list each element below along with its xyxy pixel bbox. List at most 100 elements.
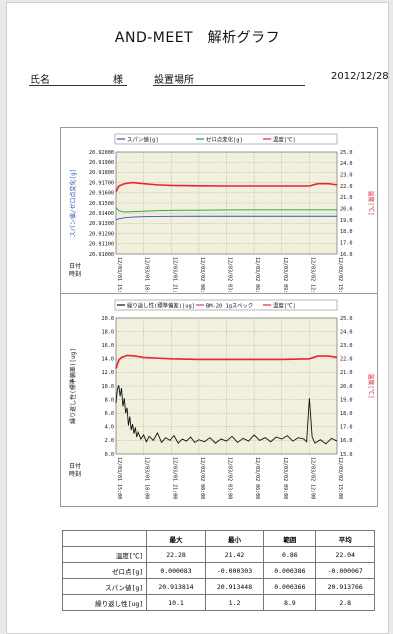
x-tick-label: 12/03/01 18:00 [144,457,150,499]
table-cell: 0.000366 [263,578,317,595]
x-axis-title-time: 時刻 [69,470,81,478]
y2-tick-label: 23.0 [340,172,353,178]
row-label: スパン値[g] [61,578,148,595]
table-cell: 1.2 [204,594,265,611]
table-cell: 21.42 [204,546,265,563]
y-tick-label: 20.91300 [89,221,114,227]
x-tick-label: 12/03/02 06:00 [254,257,260,299]
y2-tick-label: 15.0 [340,452,353,458]
y2-tick-label: 17.0 [340,240,353,246]
x-tick-label: 12/03/02 03:00 [227,257,233,299]
x-tick-label: 12/03/02 15:00 [337,257,343,299]
x-tick-label: 12/03/02 09:00 [282,257,288,299]
repeatability-chart: 繰り返し性(標準偏差)[ug] BM-20 1gスペック 温度[℃]20.018.0… [69,299,375,499]
row-label: 温度[℃] [61,546,148,563]
y2-tick-label: 25.0 [340,316,353,322]
place-label: 設置場所 [154,75,194,86]
table-row: 温度[℃] 22.28 21.42 0.86 22.04 [61,546,375,563]
x-tick-label: 12/03/01 21:00 [171,257,177,299]
table-cell: 0.86 [263,546,317,563]
span-zero-chart: スパン値[g] ゼロ点変化[g] 温度[℃] 20.92000 20.91900 20.9… [69,133,375,299]
table-cell: 20.913766 [315,578,375,595]
y-tick-label: 16.0 [102,343,115,349]
x-tick-label: 12/03/01 15:00 [116,257,122,299]
y2-axis-title: 温度[℃] [367,373,375,398]
y2-tick-label: 17.0 [340,425,353,431]
y2-tick-label: 22.0 [340,357,353,363]
y-tick-label: 10.0 [102,384,115,390]
table-cell: 22.04 [315,546,375,563]
series-line [115,215,337,221]
x-axis-title-time: 時刻 [69,270,81,278]
x-tick-label: 12/03/02 06:00 [254,457,260,499]
legend-label: BM-20 1gスペック [206,303,253,310]
y2-tick-label: 20.0 [340,384,353,390]
row-label: ゼロ点[g] [61,562,148,579]
y-tick-label: 20.91400 [89,211,114,217]
y2-tick-label: 25.0 [340,150,353,156]
series-line [115,385,338,445]
name-label: 氏名 [30,75,50,86]
y-tick-label: 20.91000 [89,252,114,258]
legend-box [114,133,338,145]
y2-tick-label: 22.0 [340,184,353,190]
table-header-cell: 最大 [146,530,206,547]
y2-tick-label: 21.0 [340,370,353,376]
y-tick-label: 20.91600 [89,191,114,197]
table-header-cell: 範囲 [263,530,317,547]
x-axis-title-date: 日付 [69,262,81,270]
table-header-cell: 最小 [204,530,265,547]
y2-tick-label: 23.0 [340,343,353,349]
x-tick-label: 12/03/02 12:00 [309,457,315,499]
honorific: 様 [113,75,123,86]
table-header-cell: 平均 [315,530,375,547]
y-tick-label: 20.91500 [89,201,114,207]
y2-tick-label: 24.0 [340,161,353,167]
legend-label: 繰り返し性(標準偏差)[ug] [127,302,195,310]
y2-tick-label: 24.0 [340,329,353,335]
y2-tick-label: 16.0 [340,252,353,258]
table-cell: 0.000083 [146,562,206,579]
name-underline [29,85,127,86]
chart-panel-1: スパン値[g] ゼロ点変化[g] 温度[℃] 20.92000 20.91900 20.9… [60,127,378,303]
table-row: ゼロ点[g] 0.000083 -0.000303 0.000386 -0.00… [61,562,375,579]
x-tick-label: 12/03/02 12:00 [309,257,315,299]
y-tick-label: 12.0 [102,370,115,376]
series-line [115,181,338,193]
y-tick-label: 8.0 [105,397,114,403]
x-tick-label: 12/03/02 09:00 [282,457,288,499]
y2-tick-label: 21.0 [340,195,353,201]
table-cell: 22.28 [146,546,206,563]
x-tick-label: 12/03/02 15:00 [337,457,343,499]
series-line [115,207,337,213]
x-tick-label: 12/03/01 21:00 [171,457,177,499]
chart-panel-2: 繰り返し性(標準偏差)[ug] BM-20 1gスペック 温度[℃] 20.0 18.0… [60,293,378,507]
y2-tick-label: 18.0 [340,229,353,235]
report-date: 2012/12/28 [331,71,389,82]
y-tick-label: 0.0 [105,452,114,458]
y-tick-label: 6.0 [105,411,114,417]
y-tick-label: 20.91100 [89,242,114,248]
table-header-row: 最大 最小 範囲 平均 [61,530,375,547]
y2-tick-label: 19.0 [340,397,353,403]
y-tick-label: 14.0 [102,357,115,363]
y-tick-label: 2.0 [105,438,114,444]
y2-axis-title: 温度[℃] [367,190,375,215]
table-row: 繰り返し性[ug] 10.1 1.2 8.9 2.8 [61,594,375,611]
table-cell: 2.8 [315,594,375,611]
stats-table: 最大 最小 範囲 平均 温度[℃] 22.28 21.42 0.86 22.04… [61,530,375,611]
x-tick-label: 12/03/02 00:00 [199,457,205,499]
y2-tick-label: 20.0 [340,206,353,212]
y2-tick-label: 19.0 [340,218,353,224]
table-cell: 0.000386 [263,562,317,579]
report-sheet: AND-MEET 解析グラフ 氏名 様 設置場所 2012/12/28 スパン値… [6,2,389,634]
y-tick-label: 20.91200 [89,231,114,237]
y-axis-title: 繰り返し性(標準偏差)[ug] [69,348,77,424]
legend-label: ゼロ点変化[g] [206,136,243,144]
x-tick-label: 12/03/01 15:00 [116,457,122,499]
y-axis-title: スパン値/ゼロ点変化[g] [69,169,77,238]
y2-tick-label: 16.0 [340,438,353,444]
table-cell: 20.913814 [146,578,206,595]
table-cell: -0.000303 [204,562,265,579]
table-row: スパン値[g] 20.913814 20.913448 0.000366 20.… [61,578,375,595]
